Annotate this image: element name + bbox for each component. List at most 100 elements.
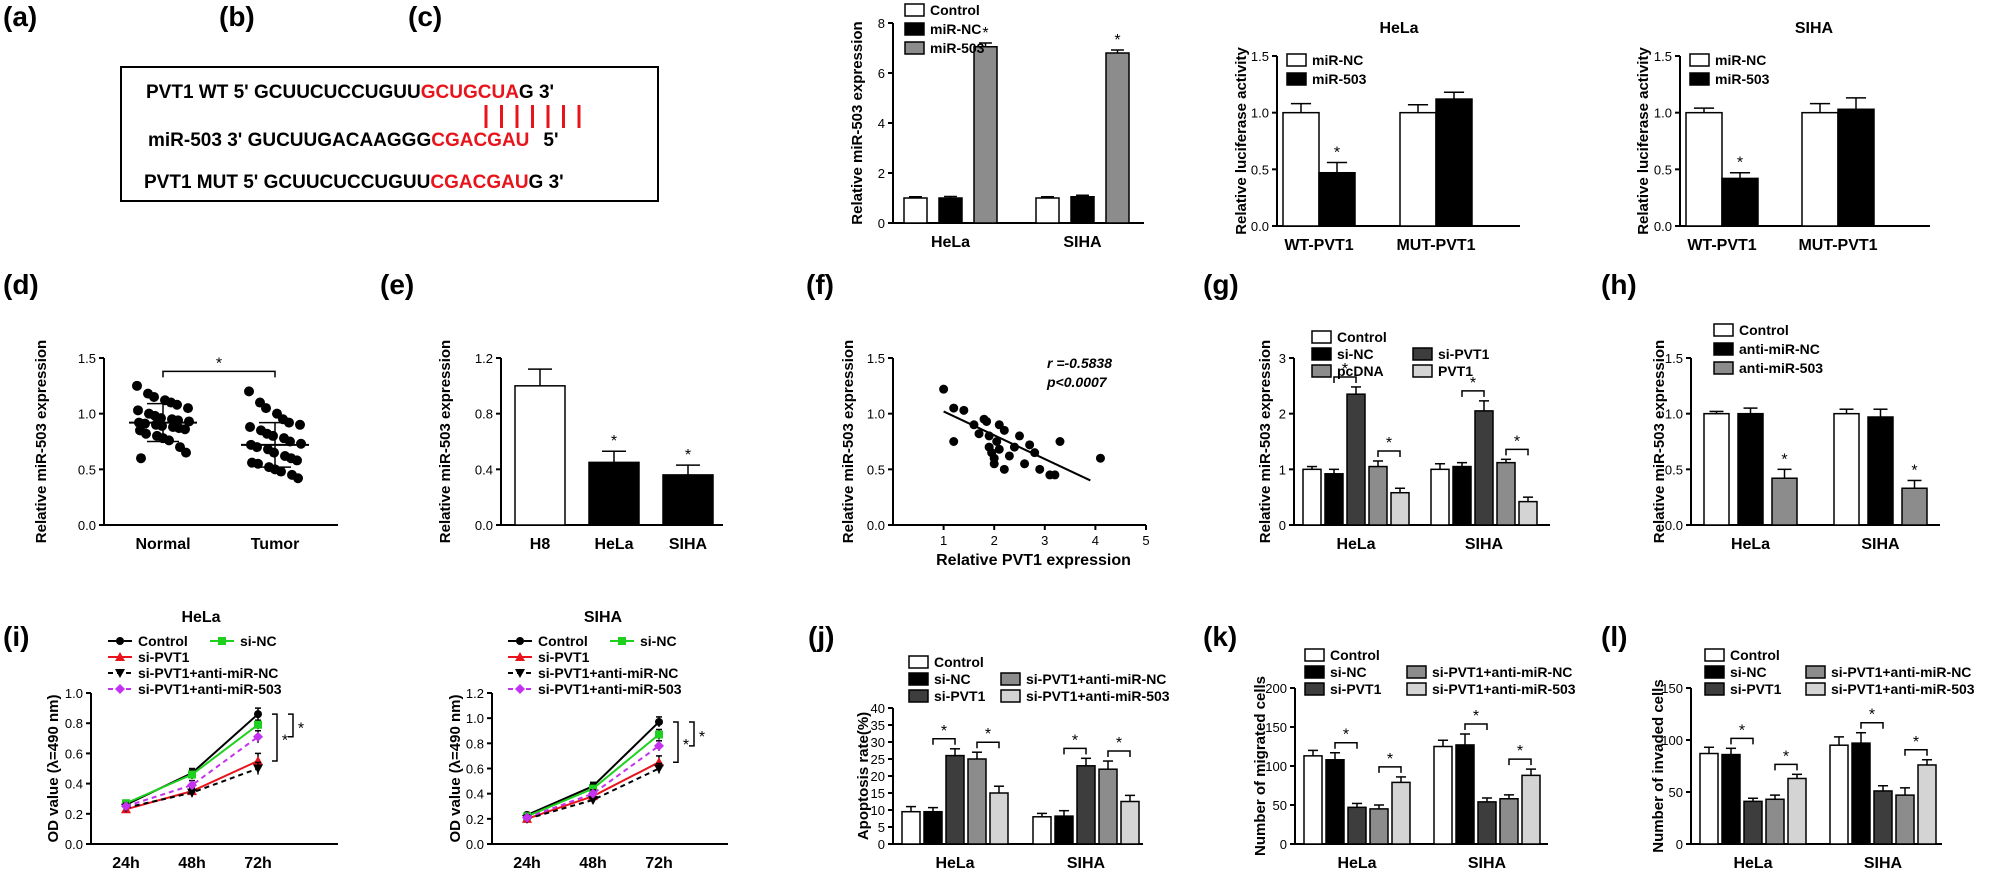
y-tick-label: 0.2 — [466, 812, 484, 827]
legend-label: si-NC — [1730, 664, 1767, 680]
category-label: SIHA — [1067, 855, 1106, 872]
significance-bracket — [1334, 741, 1358, 749]
legend-marker — [115, 652, 125, 661]
legend-marker — [218, 637, 226, 645]
fit-line — [943, 410, 1091, 482]
panel-label: (d) — [3, 269, 39, 300]
legend-swatch — [908, 672, 929, 686]
chart-title: HeLa — [181, 609, 220, 626]
y-tick-label: 0 — [878, 216, 885, 231]
y-tick-label: 150 — [1265, 720, 1287, 735]
legend-marker — [515, 684, 525, 694]
significance-bracket — [288, 713, 294, 738]
y-tick-label: 1 — [1279, 462, 1286, 477]
legend-label: miR-NC — [1715, 52, 1766, 68]
data-point — [1095, 453, 1105, 463]
y-tick-label: 0 — [1280, 837, 1287, 852]
significance-star: * — [1473, 708, 1479, 725]
legend-swatch — [1805, 682, 1826, 696]
legend-label: miR-503 — [930, 40, 985, 56]
chart-g: 0 1 2 3 Relative miR-503 expression HeLa * * SIH… — [1257, 329, 1550, 553]
sequence-box — [120, 66, 659, 202]
significance-star: * — [1739, 722, 1745, 739]
chart-b: 0 2 4 6 8 Relative miR-503 expression HeLa * SIH… — [849, 2, 1144, 251]
y-tick-label: 6 — [878, 66, 885, 81]
y-axis-label: Relative miR-503 expression — [33, 340, 50, 543]
x-tick-label: 48h — [178, 855, 206, 872]
bar — [1433, 745, 1453, 845]
r-value: r =-0.5838 — [1047, 355, 1112, 371]
legend-label: miR-503 — [1715, 71, 1770, 87]
legend-swatch — [1311, 364, 1332, 378]
bar — [1435, 98, 1473, 227]
legend-label: si-PVT1 — [934, 688, 986, 704]
data-point — [253, 458, 263, 469]
y-tick-label: 0.5 — [1251, 162, 1269, 177]
legend-label: si-NC — [1330, 664, 1367, 680]
y-tick-label: 3 — [1279, 351, 1286, 366]
y-axis-label: Relative miR-503 expression — [840, 340, 857, 543]
y-tick-label: 0.4 — [65, 777, 83, 792]
bar — [1105, 52, 1130, 224]
legend-marker — [618, 637, 626, 645]
data-point — [253, 731, 263, 742]
significance-bracket — [673, 721, 679, 763]
legend-label: Control — [138, 633, 188, 649]
legend-swatch — [1713, 342, 1734, 356]
data-point — [939, 384, 949, 394]
category-label: WT-PVT1 — [1284, 237, 1353, 254]
y-tick-label: 0.4 — [466, 787, 484, 802]
legend-swatch — [1304, 665, 1325, 679]
bar — [662, 474, 714, 526]
y-axis-label: Apoptosis rate(%) — [855, 712, 872, 840]
y-tick-label: 0.8 — [475, 407, 493, 422]
data-point — [295, 419, 305, 430]
legend-swatch — [1713, 361, 1734, 375]
y-tick-label: 2 — [878, 166, 885, 181]
y-tick-label: 0.5 — [867, 462, 885, 477]
legend-label: si-PVT1+anti-miR-NC — [1026, 671, 1166, 687]
y-tick-label: 100 — [1661, 733, 1683, 748]
legend-marker — [515, 669, 525, 678]
y-tick-label: 100 — [1265, 759, 1287, 774]
legend-label: si-PVT1 — [1730, 681, 1782, 697]
bar — [1829, 744, 1849, 845]
significance-star: * — [1514, 433, 1520, 450]
data-point — [588, 788, 598, 799]
y-tick-label: 200 — [1265, 681, 1287, 696]
data-point — [183, 403, 193, 414]
y-tick-label: 1.2 — [475, 351, 493, 366]
legend-swatch — [904, 3, 925, 17]
y-tick-label: 1.5 — [1251, 49, 1269, 64]
category-label: MUT-PVT1 — [1396, 237, 1475, 254]
legend-swatch — [1304, 648, 1325, 662]
legend-swatch — [1704, 682, 1725, 696]
significance-star: * — [699, 729, 705, 746]
significance-bracket — [1730, 737, 1754, 745]
bar — [1474, 410, 1494, 526]
significance-bracket — [1904, 749, 1928, 756]
legend-swatch — [1304, 682, 1325, 696]
legend-swatch — [904, 22, 925, 36]
data-point — [254, 720, 262, 729]
y-tick-label: 150 — [1661, 681, 1683, 696]
bar — [1098, 768, 1118, 845]
significance-bracket — [1377, 450, 1401, 457]
legend-label: si-PVT1 — [1330, 681, 1382, 697]
bar — [1518, 500, 1538, 526]
significance-star: * — [985, 726, 991, 743]
legend-marker — [116, 637, 124, 645]
bar — [1399, 111, 1437, 227]
legend-swatch — [1311, 330, 1332, 344]
significance-star: * — [298, 720, 304, 737]
y-tick-label: 0.0 — [65, 837, 83, 852]
bar — [938, 197, 963, 224]
bar — [901, 810, 921, 845]
significance-star: * — [1911, 462, 1917, 479]
significance-star: * — [1072, 732, 1078, 749]
legend-label: miR-NC — [930, 21, 981, 37]
data-point — [1055, 437, 1065, 446]
y-tick-label: 5 — [878, 820, 885, 835]
